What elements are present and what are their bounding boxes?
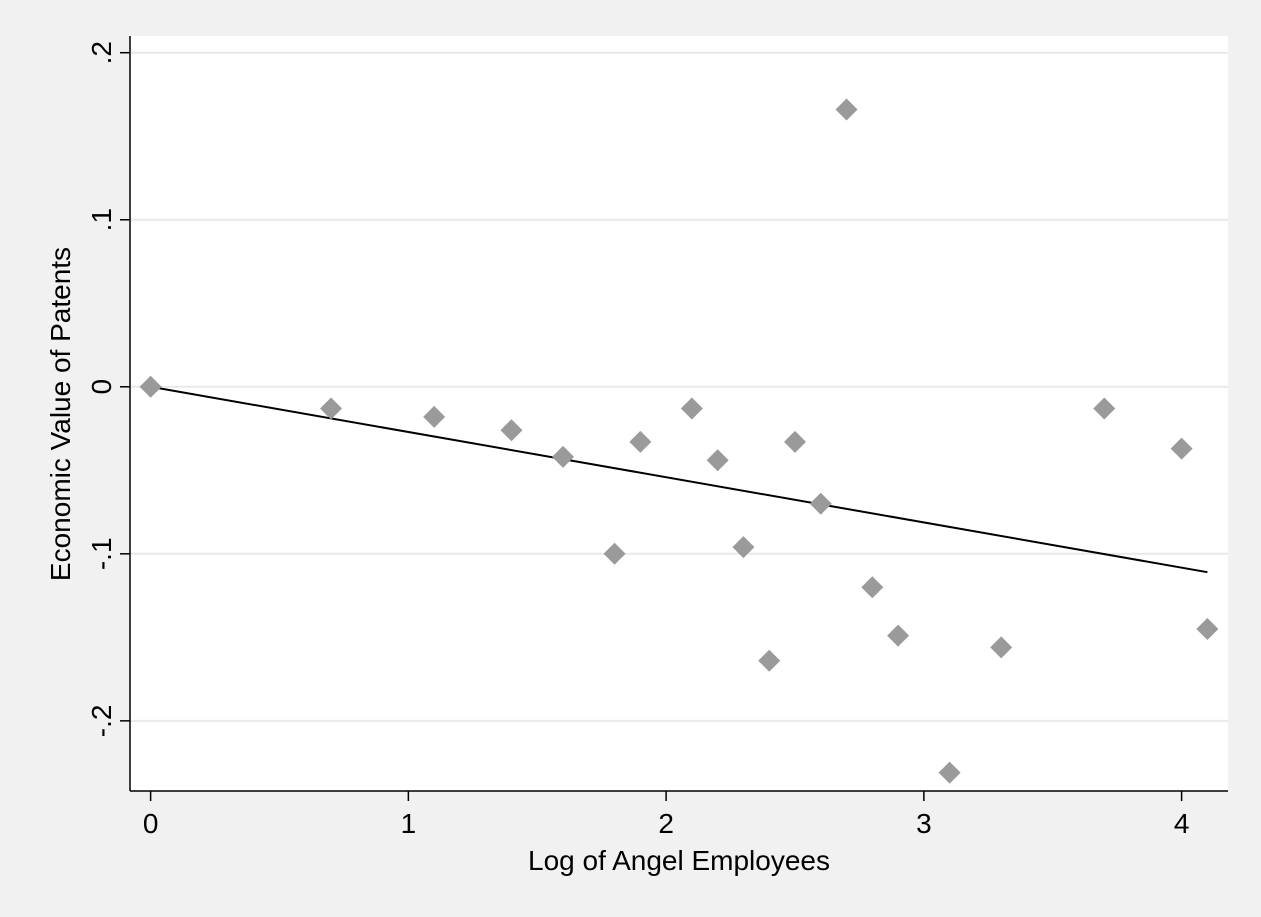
fit-line [150, 385, 1208, 574]
data-point-6 [629, 430, 652, 453]
data-point-16 [938, 761, 961, 784]
plot-area [130, 36, 1228, 791]
axes [129, 36, 1228, 792]
data-point-8 [706, 449, 729, 472]
data-point-10 [758, 649, 781, 672]
x-tick-label-4: 4 [1174, 808, 1190, 839]
data-point-5 [603, 542, 626, 565]
y-tick-label-4: -.2 [86, 705, 117, 738]
x-ticks: 0 1 2 3 4 [143, 791, 1190, 839]
x-tick-label-1: 1 [401, 808, 417, 839]
y-tick-label-2: 0 [86, 379, 117, 395]
x-axis-label: Log of Angel Employees [528, 845, 830, 876]
data-point-13 [835, 98, 858, 121]
y-ticks: .2 .1 0 -.1 -.2 [86, 41, 130, 737]
data-points [139, 98, 1219, 784]
data-point-20 [1196, 617, 1219, 640]
data-point-3 [500, 419, 523, 442]
y-tick-label-3: -.1 [86, 537, 117, 570]
data-point-2 [423, 405, 446, 428]
y-tick-label-0: .2 [86, 41, 117, 64]
data-point-7 [680, 397, 703, 420]
fit-line-group [150, 385, 1208, 574]
data-point-15 [887, 624, 910, 647]
data-point-17 [990, 636, 1013, 659]
data-point-4 [552, 445, 575, 468]
y-axis-label: Economic Value of Patents [45, 247, 76, 581]
data-point-9 [732, 536, 755, 559]
data-point-12 [809, 492, 832, 515]
x-tick-label-0: 0 [143, 808, 159, 839]
data-point-18 [1093, 397, 1116, 420]
y-tick-label-1: .1 [86, 208, 117, 231]
data-point-11 [783, 430, 806, 453]
x-tick-label-2: 2 [658, 808, 674, 839]
data-point-1 [320, 397, 343, 420]
x-tick-label-3: 3 [916, 808, 932, 839]
data-point-14 [861, 576, 884, 599]
data-point-19 [1170, 437, 1193, 460]
gridlines [130, 51, 1228, 722]
data-point-0 [139, 375, 162, 398]
